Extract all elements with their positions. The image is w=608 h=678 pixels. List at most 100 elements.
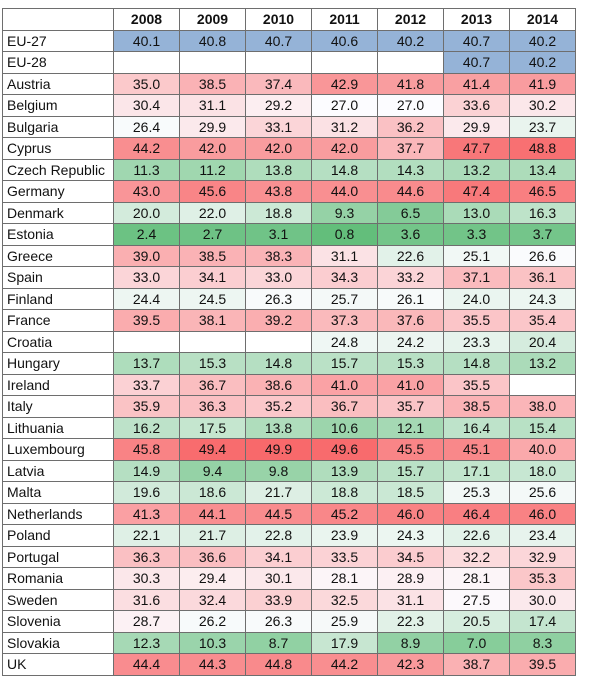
value-cell: 34.3 [311,266,378,289]
country-cell: Germany [2,180,114,203]
value-cell: 40.2 [509,29,576,52]
data-table: 2008 2009 2010 2011 2012 2013 2014 EU-27… [2,8,576,676]
value-cell: 33.5 [311,545,378,568]
value-cell: 25.7 [311,287,378,310]
value-cell: 18.0 [509,459,576,482]
value-cell: 3.6 [377,223,444,246]
value-cell: 30.2 [509,94,576,117]
value-cell: 8.3 [509,631,576,654]
header-row: 2008 2009 2010 2011 2012 2013 2014 [2,8,576,31]
value-cell: 33.0 [245,266,312,289]
value-cell: 47.4 [443,180,510,203]
value-cell: 49.4 [179,438,246,461]
value-cell: 45.5 [377,438,444,461]
value-cell: 41.0 [311,373,378,396]
header-year: 2012 [377,8,444,31]
table-row: UK 44.4 44.3 44.8 44.2 42.3 38.7 39.5 [2,653,576,676]
value-cell: 45.2 [311,502,378,525]
table-row: Belgium 30.4 31.1 29.2 27.0 27.0 33.6 30.2 [2,94,576,117]
value-cell: 26.1 [377,287,444,310]
value-cell: 38.3 [245,244,312,267]
table-body: EU-27 40.1 40.8 40.7 40.6 40.2 40.7 40.2 EU-28 40… [2,29,576,676]
value-cell: 16.2 [113,416,180,439]
country-cell: Latvia [2,459,114,482]
data-table-container: 2008 2009 2010 2011 2012 2013 2014 EU-27… [2,8,576,676]
value-cell: 39.5 [509,653,576,676]
value-cell [245,51,312,74]
value-cell: 34.5 [377,545,444,568]
value-cell: 39.0 [113,244,180,267]
value-cell: 40.0 [509,438,576,461]
country-cell: Czech Republic [2,158,114,181]
value-cell: 23.9 [311,524,378,547]
value-cell: 40.7 [245,29,312,52]
value-cell: 37.4 [245,72,312,95]
value-cell: 45.8 [113,438,180,461]
table-row: Austria 35.0 38.5 37.4 42.9 41.8 41.4 41.9 [2,72,576,95]
value-cell: 14.3 [377,158,444,181]
value-cell: 44.2 [113,137,180,160]
value-cell: 17.4 [509,610,576,633]
value-cell [245,330,312,353]
value-cell: 26.6 [509,244,576,267]
table-row: EU-28 40.7 40.2 [2,51,576,74]
value-cell: 25.3 [443,481,510,504]
value-cell: 25.1 [443,244,510,267]
value-cell: 36.3 [179,395,246,418]
value-cell: 38.6 [245,373,312,396]
value-cell: 37.7 [377,137,444,160]
value-cell: 35.2 [245,395,312,418]
value-cell: 40.1 [113,29,180,52]
value-cell: 40.7 [443,51,510,74]
value-cell: 42.0 [245,137,312,160]
value-cell: 42.0 [179,137,246,160]
value-cell: 47.7 [443,137,510,160]
value-cell: 33.7 [113,373,180,396]
value-cell: 29.9 [443,115,510,138]
value-cell: 9.8 [245,459,312,482]
value-cell: 3.1 [245,223,312,246]
value-cell: 35.5 [443,373,510,396]
value-cell: 38.5 [179,244,246,267]
table-row: Sweden 31.6 32.4 33.9 32.5 31.1 27.5 30.0 [2,588,576,611]
header-year: 2009 [179,8,246,31]
country-cell: Bulgaria [2,115,114,138]
value-cell: 13.8 [245,158,312,181]
country-cell: Malta [2,481,114,504]
value-cell: 44.0 [311,180,378,203]
value-cell: 35.4 [509,309,576,332]
value-cell: 46.5 [509,180,576,203]
value-cell: 49.6 [311,438,378,461]
value-cell: 24.3 [509,287,576,310]
table-row: Italy 35.9 36.3 35.2 36.7 35.7 38.5 38.0 [2,395,576,418]
value-cell: 41.3 [113,502,180,525]
value-cell: 44.1 [179,502,246,525]
value-cell: 6.5 [377,201,444,224]
country-cell: UK [2,653,114,676]
value-cell: 38.7 [443,653,510,676]
table-row: Luxembourg 45.8 49.4 49.9 49.6 45.5 45.1 40.0 [2,438,576,461]
table-row: Slovenia 28.7 26.2 26.3 25.9 22.3 20.5 17.4 [2,610,576,633]
value-cell: 41.8 [377,72,444,95]
country-cell: Austria [2,72,114,95]
table-row: Ireland 33.7 36.7 38.6 41.0 41.0 35.5 [2,373,576,396]
country-cell: Cyprus [2,137,114,160]
value-cell: 18.6 [179,481,246,504]
value-cell: 13.8 [245,416,312,439]
country-cell: Sweden [2,588,114,611]
value-cell: 18.8 [311,481,378,504]
header-year: 2011 [311,8,378,31]
value-cell: 30.0 [509,588,576,611]
value-cell: 34.1 [179,266,246,289]
value-cell: 37.6 [377,309,444,332]
value-cell: 27.0 [311,94,378,117]
value-cell: 3.7 [509,223,576,246]
value-cell: 42.9 [311,72,378,95]
value-cell: 32.2 [443,545,510,568]
value-cell: 20.4 [509,330,576,353]
value-cell: 13.2 [509,352,576,375]
value-cell: 23.7 [509,115,576,138]
value-cell: 44.3 [179,653,246,676]
value-cell: 16.4 [443,416,510,439]
value-cell: 29.9 [179,115,246,138]
